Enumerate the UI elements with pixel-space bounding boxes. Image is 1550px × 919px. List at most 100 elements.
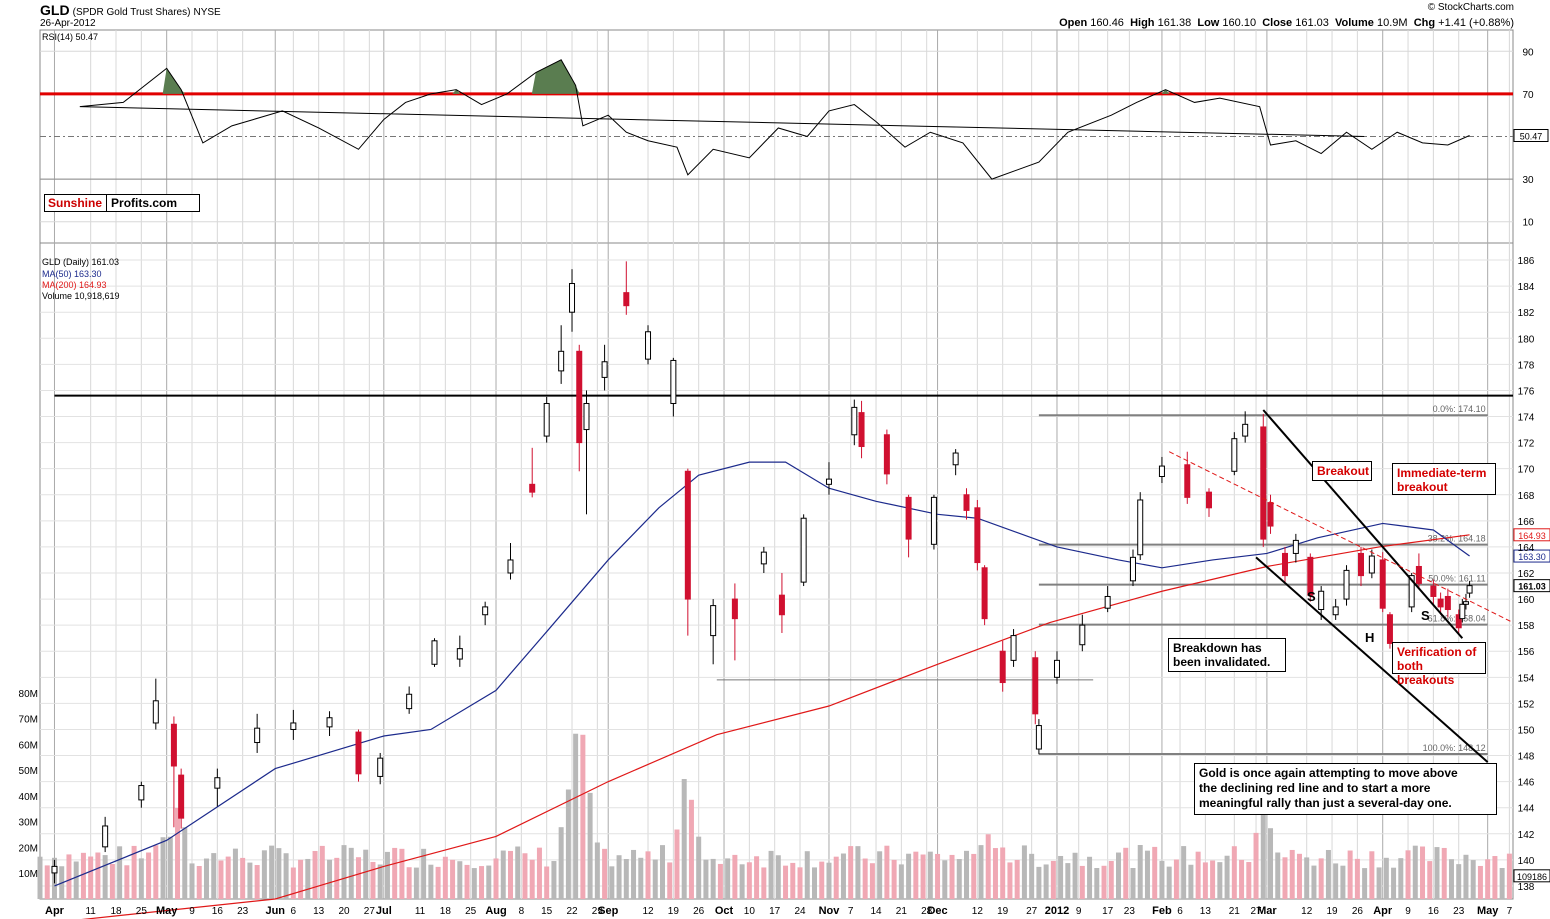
- volume-bar: [348, 847, 354, 899]
- fibonacci-label: 100.0%: 148.12: [1423, 743, 1486, 753]
- x-tick-label: 23: [237, 906, 249, 917]
- x-tick-label: Apr: [45, 905, 65, 917]
- price-tick-label: 178: [1518, 360, 1535, 371]
- sunshine-profits-logo[interactable]: Sunshine Profits.com: [44, 194, 200, 212]
- volume-bar: [898, 864, 904, 899]
- x-tick-label: 27: [1250, 906, 1262, 917]
- volume-bar: [949, 854, 955, 899]
- x-tick-label: 21: [1229, 906, 1241, 917]
- price-tick-label: 154: [1518, 673, 1535, 684]
- price-tick-label: 182: [1518, 308, 1535, 319]
- volume-bar: [1050, 860, 1056, 899]
- rsi-overbought-fill: [1161, 89, 1170, 94]
- volume-bar: [971, 853, 977, 899]
- candle-body: [1368, 555, 1375, 574]
- volume-bar: [1239, 859, 1245, 899]
- candle-body: [558, 350, 565, 372]
- volume-bar: [703, 859, 709, 899]
- candle-body: [858, 412, 865, 448]
- volume-bar: [1195, 851, 1201, 899]
- volume-bar: [1065, 863, 1071, 899]
- x-tick-label: 11: [85, 906, 96, 917]
- candle-body: [1158, 465, 1165, 478]
- price-tick-label: 186: [1518, 256, 1535, 267]
- volume-bar: [529, 859, 535, 899]
- rsi-panel: 50.47: [40, 59, 1549, 180]
- candle-body: [1357, 552, 1364, 577]
- volume-bar: [319, 845, 325, 899]
- candle-body: [1079, 624, 1086, 646]
- x-tick-label: 12: [642, 906, 654, 917]
- volume-bar: [681, 779, 687, 899]
- rsi-tick-label: 70: [1522, 90, 1534, 101]
- candle-body: [999, 650, 1006, 684]
- gld-legend: GLD (Daily) 161.03: [42, 257, 120, 267]
- candle-body: [1292, 539, 1299, 554]
- volume-bar: [399, 848, 405, 899]
- volume-bar: [1398, 858, 1404, 899]
- volume-bar: [486, 865, 492, 899]
- rsi-last-label: 50.47: [1520, 131, 1543, 141]
- x-tick-label: 9: [1076, 906, 1082, 917]
- price-tick-label: 170: [1518, 465, 1535, 476]
- volume-bar: [1369, 851, 1375, 899]
- candle-body: [952, 452, 959, 466]
- candle-body: [569, 283, 576, 313]
- volume-bar: [1181, 846, 1187, 899]
- volume-bar: [1123, 847, 1129, 899]
- volume-bar: [580, 734, 586, 899]
- ohlc-value: +1.41 (+0.88%): [1438, 17, 1514, 29]
- volume-bar: [1485, 859, 1491, 899]
- volume-bar: [80, 852, 86, 899]
- volume-bar: [1456, 864, 1462, 899]
- volume-bar: [551, 861, 557, 899]
- candle-body: [152, 700, 159, 724]
- volume-bar: [609, 866, 615, 899]
- fibonacci-label: 50.0%: 161.11: [1428, 574, 1485, 584]
- candle-body: [883, 434, 890, 475]
- candle-body: [214, 777, 221, 789]
- volume-bar: [1000, 847, 1006, 899]
- volume-tick-label: 10M: [19, 869, 38, 880]
- volume-bar: [594, 842, 600, 899]
- fibonacci-label: 38.2%: 164.18: [1428, 534, 1486, 544]
- x-tick-label: 16: [1428, 906, 1440, 917]
- volume-bar: [290, 867, 296, 899]
- price-marker-box: [1513, 549, 1550, 563]
- ohlc-value: 161.03: [1295, 17, 1329, 29]
- volume-bar: [109, 863, 115, 899]
- candle-body: [1184, 464, 1191, 498]
- chart-title: GLD (SPDR Gold Trust Shares) NYSE: [40, 2, 221, 18]
- candle-body: [1137, 499, 1144, 556]
- volume-bar: [710, 858, 716, 899]
- volume-bar: [428, 864, 434, 899]
- x-tick-label: 19: [997, 906, 1009, 917]
- volume-bar: [1325, 849, 1331, 899]
- candle-body: [1459, 603, 1466, 620]
- volume-bar: [392, 847, 398, 899]
- volume-bar: [66, 854, 72, 899]
- symbol: GLD: [40, 2, 70, 18]
- candle-body: [583, 402, 590, 431]
- candle-body: [290, 722, 297, 730]
- note-line: both breakouts: [1397, 659, 1455, 687]
- volume-bar: [1036, 866, 1042, 899]
- volume-bar: [73, 861, 79, 899]
- volume-bar: [203, 858, 209, 899]
- volume-bar: [1405, 850, 1411, 899]
- volume-bar: [1354, 858, 1360, 899]
- volume-bar: [746, 862, 752, 899]
- price-panel: 0.0%: 174.10 38.2%: 164.18 50.0%: 161.11 6 1…: [51, 261, 1550, 919]
- candle-body: [1281, 552, 1288, 577]
- candle-body: [529, 483, 536, 493]
- volume-last-box: [1513, 869, 1550, 883]
- candle-body: [1466, 585, 1473, 594]
- volume-bar: [261, 850, 267, 899]
- volume-bar: [1188, 864, 1194, 899]
- note-line: Verification of: [1397, 645, 1477, 659]
- ohlc-label: Volume: [1335, 17, 1374, 29]
- volume-bar: [1173, 859, 1179, 899]
- price-tick-label: 174: [1518, 413, 1535, 424]
- x-tick-label: Oct: [715, 905, 734, 917]
- volume-bar: [1072, 852, 1078, 899]
